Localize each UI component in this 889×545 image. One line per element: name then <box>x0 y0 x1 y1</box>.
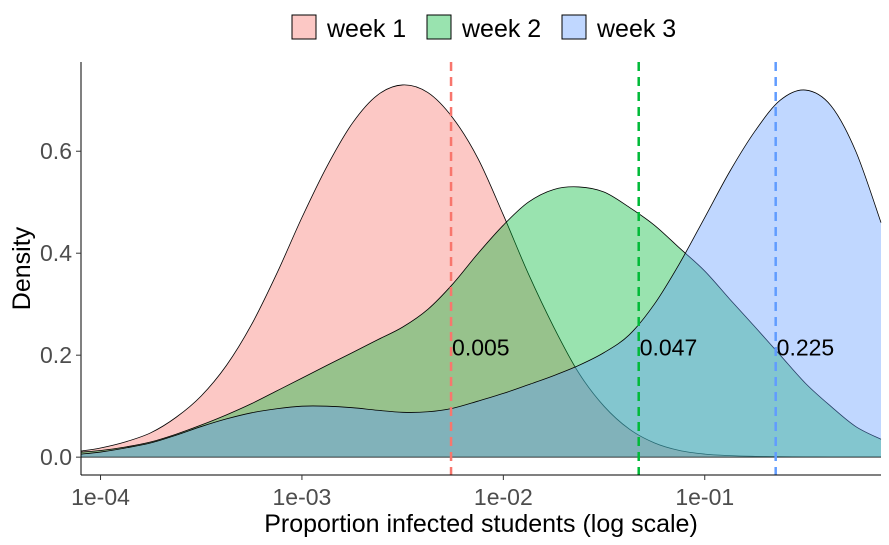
density-area-week-3 <box>81 89 881 458</box>
y-tick-label: 0.6 <box>40 138 72 164</box>
density-area-week-1 <box>81 84 881 458</box>
y-axis-ticks: 0.0 0.2 0.4 0.6 <box>40 138 81 470</box>
legend-label-week-1: week 1 <box>326 15 406 43</box>
x-axis-title: Proportion infected students (log scale) <box>264 510 698 538</box>
median-label-week-3: 0.225 <box>777 335 835 361</box>
y-tick-label: 0.4 <box>40 240 72 266</box>
legend-swatch-week-3 <box>561 14 587 40</box>
legend-swatch-week-1 <box>291 14 317 40</box>
density-curve-week-3 <box>80 89 882 455</box>
median-label-week-1: 0.005 <box>452 335 510 361</box>
y-tick-label: 0.2 <box>40 342 72 368</box>
density-area-week-2 <box>81 186 881 458</box>
density-curve-week-1 <box>80 84 882 458</box>
x-tick-label: 1e-01 <box>675 484 734 510</box>
median-lines <box>449 62 777 475</box>
legend-label-week-2: week 2 <box>461 15 541 43</box>
x-tick-label: 1e-04 <box>71 484 130 510</box>
y-tick-label: 0.0 <box>40 444 72 470</box>
legend-swatch-week-2 <box>426 14 452 40</box>
median-labels: 0.005 0.047 0.225 <box>452 335 834 361</box>
legend-item-week-3: week 3 <box>561 14 676 43</box>
legend-item-week-2: week 2 <box>426 14 541 43</box>
density-areas <box>80 84 882 458</box>
legend-item-week-1: week 1 <box>291 14 406 43</box>
x-tick-label: 1e-02 <box>474 484 533 510</box>
y-axis-title: Density <box>8 226 36 310</box>
median-label-week-2: 0.047 <box>640 335 698 361</box>
x-tick-label: 1e-03 <box>273 484 332 510</box>
x-axis-ticks: 1e-04 1e-03 1e-02 1e-01 <box>71 475 734 510</box>
legend: week 1 week 2 week 3 <box>291 14 676 43</box>
density-curve-week-2 <box>80 186 882 453</box>
legend-label-week-3: week 3 <box>596 15 676 43</box>
